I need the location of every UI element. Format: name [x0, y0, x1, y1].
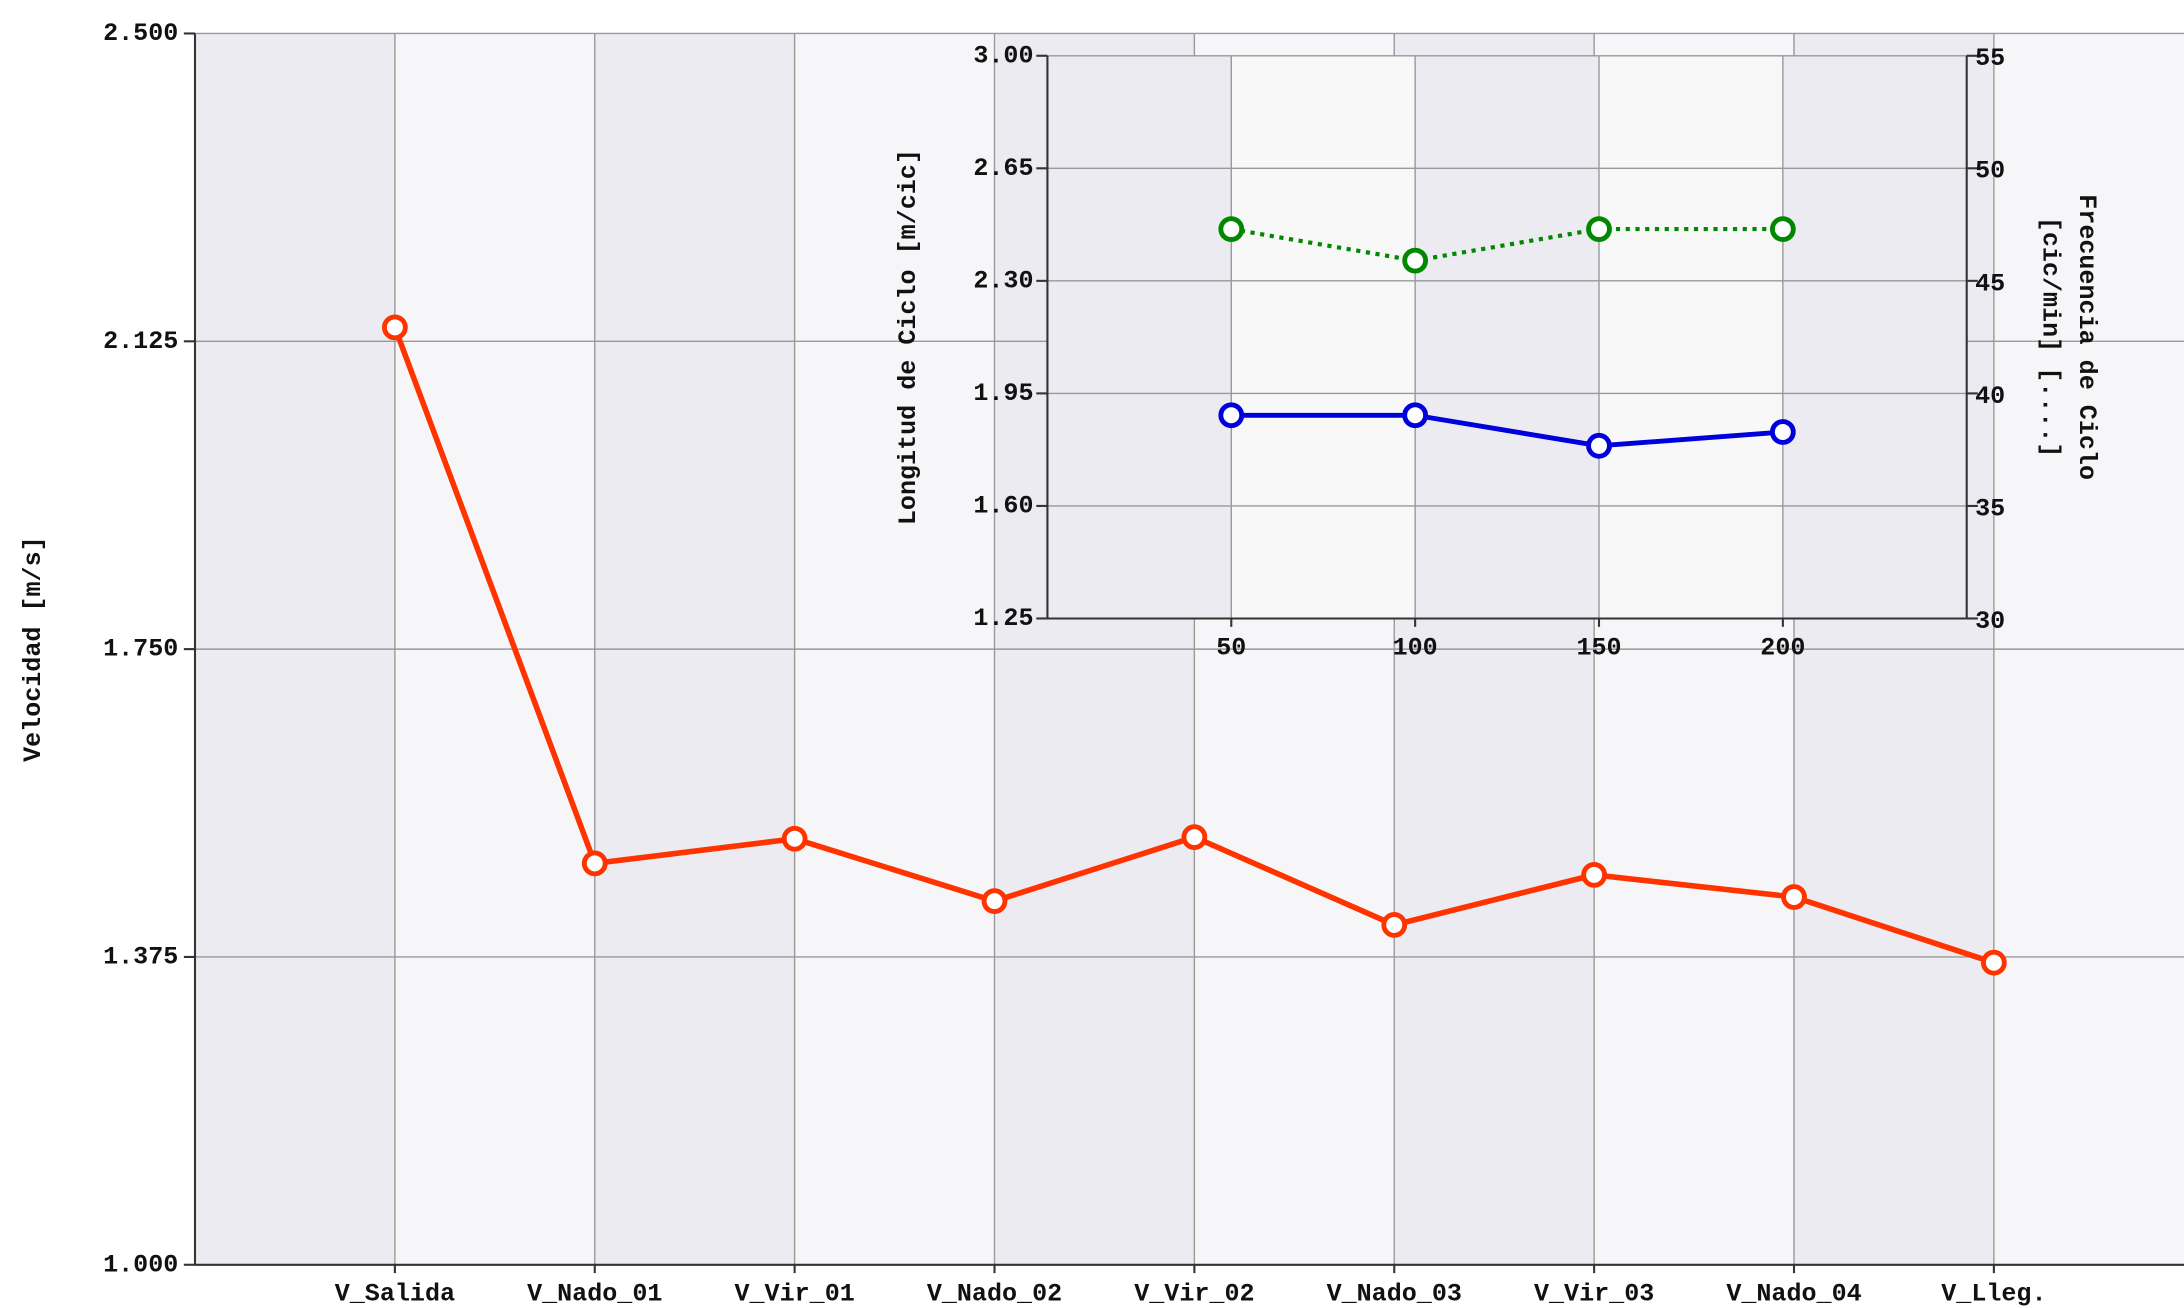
y2-tick-label: 30 — [1975, 607, 2005, 636]
point — [1586, 432, 1612, 459]
plot-band — [1047, 55, 1232, 619]
x-tick-label: V_Vir_02 — [1134, 1280, 1254, 1308]
point — [581, 850, 608, 877]
x-tick-label: V_Nado_01 — [527, 1280, 662, 1308]
y-tick-label: 2.65 — [973, 154, 1033, 183]
x-tick-label: V_Vir_01 — [734, 1280, 854, 1308]
y2-axis-title: Frecuencia de Ciclo — [2072, 194, 2101, 480]
y2-tick-label: 40 — [1975, 382, 2005, 411]
y-tick-label: 1.375 — [103, 943, 178, 972]
y-axis-title: Velocidad [m/s] — [19, 536, 48, 762]
point — [1586, 216, 1612, 242]
point — [781, 825, 808, 852]
y-tick-label: 3.00 — [973, 41, 1033, 70]
plot-band — [1782, 55, 1967, 619]
y-tick-label: 1.95 — [973, 379, 1033, 408]
point — [1218, 402, 1245, 429]
y2-tick-label: 45 — [1975, 269, 2005, 298]
y2-axis-title: [cic/min] [....] — [2036, 217, 2065, 458]
point — [1980, 949, 2007, 976]
y2-tick-label: 50 — [1975, 157, 2005, 186]
x-tick-label: V_Nado_03 — [1327, 1280, 1462, 1308]
point — [1402, 402, 1429, 429]
y-tick-label: 1.750 — [103, 635, 178, 664]
x-tick-label: 50 — [1216, 633, 1246, 662]
line — [1231, 412, 1784, 449]
plot-band — [1415, 55, 1599, 619]
point — [1781, 884, 1807, 910]
point — [981, 888, 1008, 915]
x-tick-label: 200 — [1760, 633, 1805, 662]
point — [1218, 216, 1245, 242]
x-tick-label: 150 — [1576, 633, 1621, 662]
y-axis-title: Longitud de Ciclo [m/cic] — [894, 149, 923, 525]
y2-tick-label: 35 — [1975, 494, 2005, 523]
y-tick-label: 2.30 — [973, 266, 1033, 295]
x-tick-label: 100 — [1393, 633, 1438, 662]
x-tick-label: V_Salida — [335, 1280, 455, 1308]
point — [1181, 824, 1208, 850]
point — [1581, 861, 1608, 888]
x-tick-label: V_Nado_02 — [927, 1280, 1062, 1308]
y-tick-label: 2.500 — [103, 19, 178, 48]
point — [381, 314, 408, 341]
x-tick-label: V_Vir_03 — [1534, 1280, 1654, 1308]
x-tick-label: V_Lleg. — [1941, 1280, 2046, 1308]
point — [1381, 912, 1408, 938]
y-tick-label: 1.60 — [973, 492, 1033, 521]
y2-tick-label: 55 — [1975, 44, 2005, 73]
point — [1769, 216, 1796, 242]
y-tick-label: 1.25 — [973, 604, 1033, 633]
y-tick-label: 2.125 — [103, 327, 178, 356]
point — [1402, 247, 1429, 274]
point — [1769, 419, 1796, 445]
x-tick-label: V_Nado_04 — [1726, 1280, 1861, 1308]
y-tick-label: 1.000 — [103, 1250, 178, 1279]
